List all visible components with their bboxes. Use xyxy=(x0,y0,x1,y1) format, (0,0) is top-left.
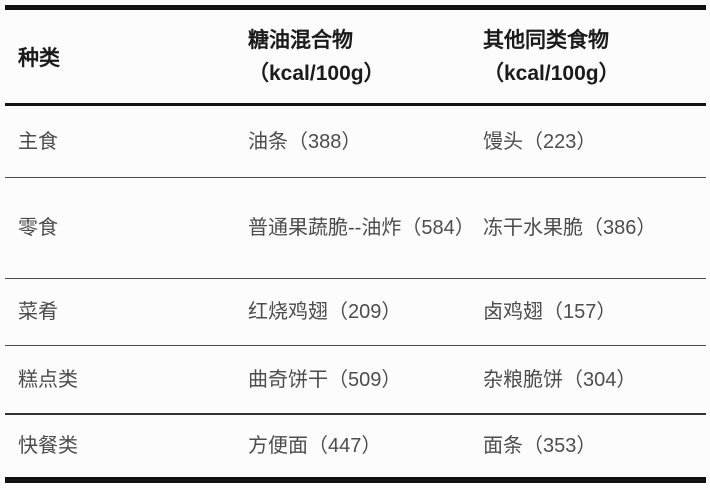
cell-mixture: 油条（388） xyxy=(248,130,362,153)
cell-mixture: 曲奇饼干（509） xyxy=(248,368,402,391)
header-row: 种类 糖油混合物 （kcal/100g） 其他同类食物 （kcal/100g） xyxy=(5,8,706,105)
table-row-staple: 主食 油条（388） 馒头（223） xyxy=(5,105,706,178)
cell-category: 主食 xyxy=(18,130,58,153)
table-header: 种类 糖油混合物 （kcal/100g） 其他同类食物 （kcal/100g） xyxy=(5,8,706,105)
cell-mixture: 红烧鸡翅（209） xyxy=(248,301,402,323)
calorie-table: 种类 糖油混合物 （kcal/100g） 其他同类食物 （kcal/100g） … xyxy=(5,5,706,483)
table-row-pastry: 糕点类 曲奇饼干（509） 杂粮脆饼（304） xyxy=(5,346,706,414)
cell-other: 卤鸡翅（157） xyxy=(483,301,617,323)
col-header-sugar-oil-mixture-unit: （kcal/100g） xyxy=(248,62,385,85)
cell-other: 馒头（223） xyxy=(483,130,597,153)
col-header-sugar-oil-mixture: 糖油混合物 （kcal/100g） xyxy=(248,8,483,105)
cell-category: 菜肴 xyxy=(18,301,58,323)
cell-mixture: 普通果蔬脆--油炸（584） xyxy=(248,217,475,239)
table-row-dish: 菜肴 红烧鸡翅（209） 卤鸡翅（157） xyxy=(5,279,706,346)
table-row-snack: 零食 普通果蔬脆--油炸（584） 冻干水果脆（386） xyxy=(5,178,706,279)
table-body: 主食 油条（388） 馒头（223） 零食 普通果蔬脆--油炸（584） 冻干水… xyxy=(5,105,706,481)
col-header-category: 种类 xyxy=(18,47,60,70)
col-header-other-foods-unit: （kcal/100g） xyxy=(483,62,620,85)
col-header-sugar-oil-mixture-label: 糖油混合物 xyxy=(248,29,353,52)
cell-category: 糕点类 xyxy=(18,368,78,391)
col-header-other-foods-label: 其他同类食物 xyxy=(483,29,609,52)
cell-category: 零食 xyxy=(18,217,58,239)
cell-other: 杂粮脆饼（304） xyxy=(483,368,637,391)
calorie-comparison-figure: 种类 糖油混合物 （kcal/100g） 其他同类食物 （kcal/100g） … xyxy=(0,5,710,490)
cell-other: 面条（353） xyxy=(483,435,597,457)
cell-other: 冻干水果脆（386） xyxy=(483,217,657,239)
table-row-fastfood: 快餐类 方便面（447） 面条（353） xyxy=(5,414,706,480)
col-header-other-foods: 其他同类食物 （kcal/100g） xyxy=(483,8,706,105)
cell-category: 快餐类 xyxy=(18,435,78,457)
cell-mixture: 方便面（447） xyxy=(248,435,382,457)
